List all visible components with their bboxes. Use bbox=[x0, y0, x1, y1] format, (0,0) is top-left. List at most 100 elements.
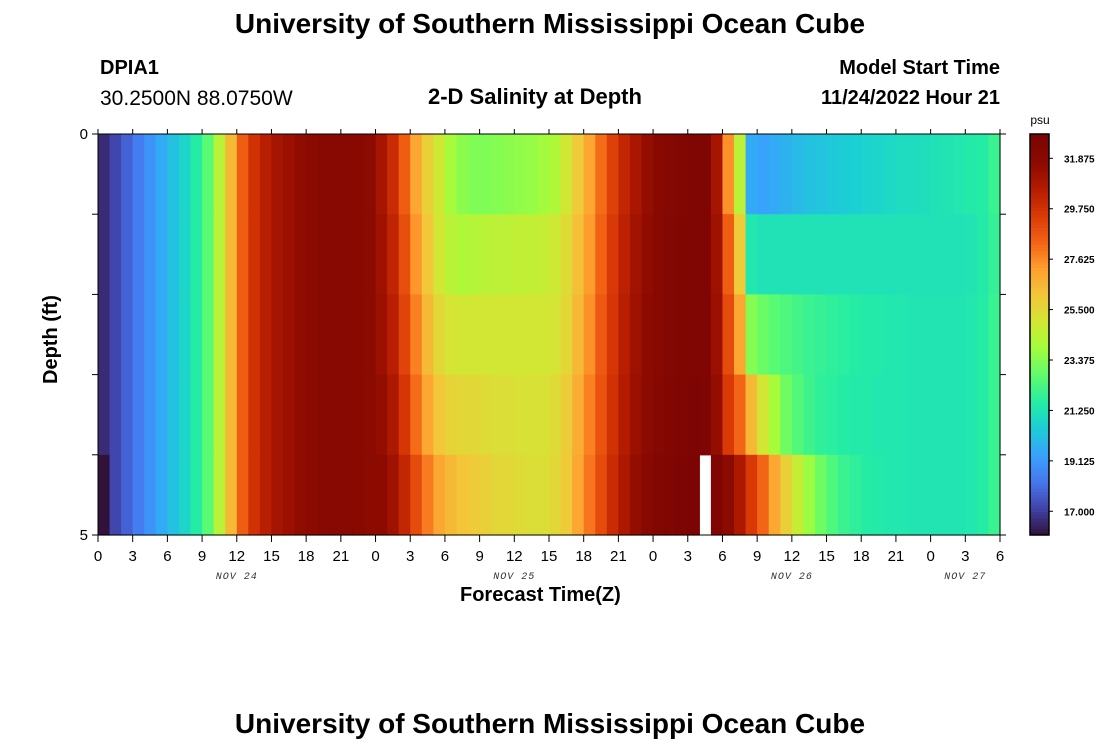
heatmap-cell bbox=[178, 214, 192, 295]
heatmap-cell bbox=[676, 374, 689, 456]
heatmap-cell bbox=[248, 214, 261, 295]
heatmap-cell bbox=[421, 134, 434, 215]
heatmap-cell bbox=[514, 134, 527, 215]
colorbar-segment bbox=[1030, 247, 1049, 252]
colorbar-segment bbox=[1030, 367, 1049, 372]
colorbar-label: 29.750 bbox=[1064, 205, 1095, 216]
heatmap-cell bbox=[826, 374, 839, 456]
heatmap-cell bbox=[722, 374, 735, 456]
colorbar-segment bbox=[1030, 481, 1049, 486]
heatmap-cell bbox=[664, 454, 677, 536]
heatmap-cell bbox=[398, 374, 411, 456]
heatmap-cell bbox=[283, 294, 296, 376]
heatmap-cell bbox=[375, 214, 388, 295]
heatmap-cell bbox=[491, 454, 504, 536]
heatmap-cell bbox=[595, 374, 608, 456]
heatmap-cell bbox=[225, 134, 238, 215]
heatmap-cell bbox=[121, 374, 134, 456]
colorbar-segment bbox=[1030, 217, 1049, 222]
x-tick-label: 12 bbox=[506, 548, 523, 565]
heatmap-cell bbox=[363, 134, 377, 215]
colorbar-segment bbox=[1030, 287, 1049, 292]
heatmap-cell bbox=[398, 134, 411, 215]
heatmap-cell bbox=[248, 134, 261, 215]
colorbar-segment bbox=[1030, 494, 1049, 499]
x-tick-label: 18 bbox=[298, 548, 315, 565]
heatmap-cell bbox=[826, 294, 839, 376]
heatmap-cell bbox=[606, 294, 619, 376]
heatmap-cell bbox=[560, 214, 573, 295]
heatmap-cell bbox=[710, 214, 724, 295]
heatmap-cell bbox=[98, 374, 111, 456]
heatmap-cell bbox=[468, 374, 481, 456]
colorbar-segment bbox=[1030, 331, 1049, 335]
heatmap-cell bbox=[791, 454, 805, 536]
heatmap-cell bbox=[722, 454, 735, 536]
x-tick-label: 3 bbox=[961, 548, 969, 565]
heatmap-cell bbox=[919, 454, 932, 536]
heatmap-cell bbox=[976, 294, 990, 376]
heatmap-cell bbox=[421, 294, 434, 376]
colorbar-segment bbox=[1030, 157, 1049, 162]
heatmap-cell bbox=[757, 134, 770, 215]
heatmap-cell bbox=[734, 134, 747, 215]
heatmap-cell bbox=[306, 294, 319, 376]
heatmap-cell bbox=[271, 374, 284, 456]
heatmap-cell bbox=[560, 374, 573, 456]
x-tick-label: 21 bbox=[610, 548, 627, 565]
colorbar-segment bbox=[1030, 391, 1049, 396]
heatmap-cell bbox=[167, 214, 180, 295]
x-tick-label: 9 bbox=[753, 548, 761, 565]
heatmap-cell bbox=[722, 214, 735, 295]
colorbar-segment bbox=[1030, 154, 1049, 158]
heatmap-cell bbox=[664, 214, 677, 295]
x-tick-label: 3 bbox=[406, 548, 414, 565]
colorbar-segment bbox=[1030, 491, 1049, 496]
heatmap-cell bbox=[271, 214, 284, 295]
x-tick-label: 18 bbox=[575, 548, 592, 565]
heatmap-cell bbox=[930, 374, 943, 456]
heatmap-cell bbox=[167, 454, 180, 536]
colorbar-segment bbox=[1030, 160, 1049, 165]
colorbar-segment bbox=[1030, 194, 1049, 198]
heatmap-cell bbox=[155, 374, 168, 456]
heatmap-cell bbox=[340, 294, 354, 376]
colorbar-segment bbox=[1030, 347, 1049, 352]
heatmap-cell bbox=[988, 374, 1001, 456]
heatmap-cell bbox=[421, 214, 434, 295]
colorbar-segment bbox=[1030, 277, 1049, 282]
colorbar-segment bbox=[1030, 441, 1049, 446]
colorbar-segment bbox=[1030, 230, 1049, 235]
heatmap-cell bbox=[791, 294, 805, 376]
colorbar-segment bbox=[1030, 451, 1049, 456]
station-id: DPIA1 bbox=[100, 57, 159, 79]
colorbar-segment bbox=[1030, 227, 1049, 232]
colorbar-segment bbox=[1030, 511, 1049, 516]
colorbar-segment bbox=[1030, 220, 1049, 225]
heatmap-cell bbox=[109, 134, 122, 215]
heatmap-cell bbox=[271, 134, 284, 215]
colorbar-segment bbox=[1030, 144, 1049, 148]
x-axis: 0 3 6 9 12 15 18 21 0 3 6 9 12 15 18 21 0 3 6 9 12 15 18 21 0 3 6N… bbox=[94, 129, 1004, 583]
heatmap-cell bbox=[942, 374, 955, 456]
heatmap-cell bbox=[155, 134, 168, 215]
colorbar-segment bbox=[1030, 514, 1049, 519]
heatmap-cell bbox=[132, 374, 145, 456]
colorbar-segment bbox=[1030, 184, 1049, 188]
heatmap-cell bbox=[98, 294, 111, 376]
heatmap-cell bbox=[641, 374, 654, 456]
heatmap-cell bbox=[988, 294, 1001, 376]
heatmap-cell bbox=[444, 214, 458, 295]
heatmap-cell bbox=[329, 294, 342, 376]
heatmap-cell bbox=[618, 214, 631, 295]
colorbar-segment bbox=[1030, 354, 1049, 359]
x-tick-label: 3 bbox=[684, 548, 692, 565]
heatmap-cell bbox=[710, 294, 724, 376]
heatmap-cell bbox=[572, 454, 585, 536]
heatmap-cell bbox=[629, 374, 643, 456]
heatmap-cell bbox=[525, 374, 539, 456]
heatmap-cell bbox=[907, 374, 920, 456]
heatmap-cell bbox=[780, 294, 793, 376]
heatmap-cell bbox=[317, 214, 330, 295]
colorbar-segment bbox=[1030, 414, 1049, 419]
